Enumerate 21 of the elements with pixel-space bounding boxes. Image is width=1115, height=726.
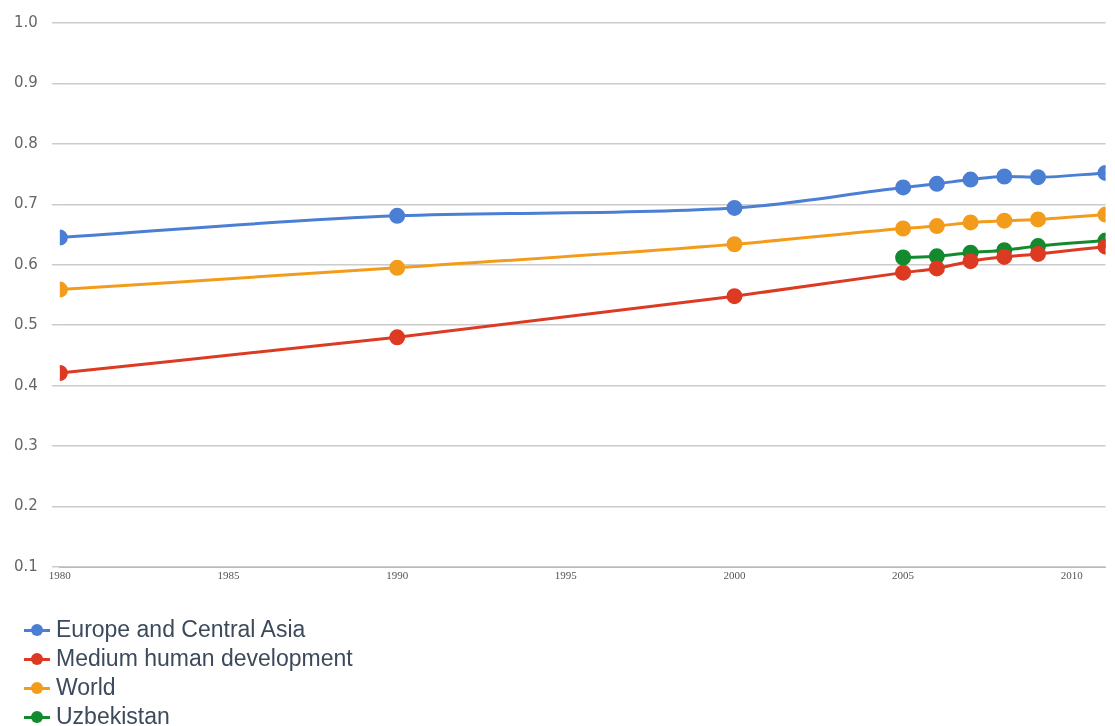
legend-label: Uzbekistan bbox=[56, 702, 170, 726]
legend-label: World bbox=[56, 673, 116, 702]
y-tick-label: 0.1 bbox=[14, 556, 38, 575]
x-tick-label: 1995 bbox=[554, 569, 578, 582]
x-tick-label: 2000 bbox=[723, 569, 746, 582]
y-tick-label: 0.3 bbox=[14, 436, 38, 454]
x-tick-label: 2005 bbox=[892, 569, 915, 582]
y-tick-label: 0.5 bbox=[14, 315, 38, 334]
x-tick-label: 1990 bbox=[386, 569, 409, 582]
y-tick-label: 0.7 bbox=[14, 194, 38, 213]
y-tick-label: 0.4 bbox=[14, 375, 38, 394]
x-tick-label: 2010 bbox=[1060, 569, 1084, 582]
legend-label: Medium human development bbox=[56, 644, 353, 673]
y-tick-label: 0.2 bbox=[14, 496, 38, 515]
y-tick-label: 0.9 bbox=[14, 73, 38, 92]
y-tick-label: 0.6 bbox=[14, 254, 38, 273]
y-tick-label: 0.8 bbox=[14, 133, 38, 152]
y-tick-label: 1.0 bbox=[14, 12, 38, 31]
legend-label: Europe and Central Asia bbox=[56, 615, 306, 644]
x-tick-label: 1985 bbox=[217, 569, 241, 582]
x-tick-label: 1980 bbox=[48, 569, 72, 582]
